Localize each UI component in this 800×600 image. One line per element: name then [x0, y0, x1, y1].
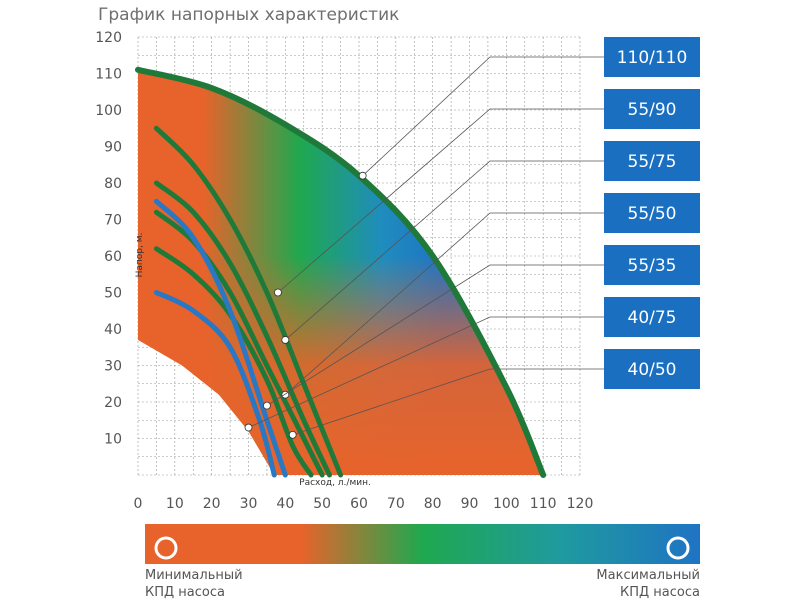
y-tick-label: 30 — [104, 359, 122, 375]
legend-box-55-35 — [604, 245, 700, 285]
pump-curves — [135, 66, 547, 478]
axis-ticks: 0 10 20 30 40 50 60 70 80 90 100 110 120 10 20 30 40 50 60… — [95, 30, 593, 512]
series-curve-55-90 — [153, 125, 344, 478]
series-curve-55-75 — [153, 180, 332, 478]
legend-label-40-50: 40/50 — [628, 360, 677, 380]
x-tick-label: 90 — [461, 496, 479, 512]
max-efficiency-label-1: Максимальный — [596, 568, 700, 583]
x-tick-label: 60 — [350, 496, 368, 512]
min-efficiency-label-1: Минимальный — [145, 568, 243, 583]
x-tick-label: 10 — [166, 496, 184, 512]
y-tick-label: 40 — [104, 322, 122, 338]
x-tick-label: 110 — [530, 496, 557, 512]
legend-label-55-50: 55/50 — [628, 204, 677, 224]
legend: 110/110 55/90 55/75 55/50 55/35 40/75 40/50 — [604, 37, 700, 389]
x-tick-label: 70 — [387, 496, 405, 512]
series-curve-40-75 — [153, 198, 288, 478]
legend-label-40-75: 40/75 — [628, 308, 677, 328]
callout-point-55-90 — [274, 288, 282, 297]
x-tick-label: 80 — [424, 496, 442, 512]
legend-box-110-110 — [604, 37, 700, 77]
y-tick-label: 10 — [104, 432, 122, 448]
max-efficiency-label-2: КПД насоса — [620, 585, 700, 600]
legend-label-55-75: 55/75 — [628, 152, 677, 172]
callout-line-55-75 — [285, 160, 604, 341]
y-tick-label: 120 — [95, 30, 122, 46]
x-tick-label: 20 — [203, 496, 221, 512]
legend-box-55-50 — [604, 193, 700, 233]
y-tick-label: 50 — [104, 286, 122, 302]
x-axis-label: Расход, л./мин. — [299, 478, 371, 488]
x-tick-label: 120 — [567, 496, 594, 512]
max-efficiency-marker — [666, 536, 690, 560]
callout-point-110-110 — [358, 171, 367, 180]
callout-line-55-90 — [277, 108, 604, 293]
legend-label-55-35: 55/35 — [628, 256, 677, 276]
min-efficiency-label-2: КПД насоса — [145, 585, 225, 600]
callout-line-55-35 — [266, 264, 604, 406]
x-tick-label: 30 — [240, 496, 258, 512]
min-efficiency-marker — [154, 536, 178, 560]
y-tick-label: 80 — [104, 176, 122, 192]
callout-point-40-50 — [288, 430, 297, 439]
callout-point-40-75 — [244, 423, 253, 432]
x-tick-label: 100 — [493, 496, 520, 512]
y-tick-label: 100 — [95, 103, 122, 119]
x-tick-label: 50 — [313, 496, 331, 512]
efficiency-scale: Минимальный КПД насоса Максимальный КПД … — [145, 524, 700, 600]
callout-line-40-50 — [292, 368, 604, 436]
callout-line-40-75 — [248, 316, 604, 428]
y-axis-label: Напор, м. — [135, 233, 145, 278]
chart-title: График напорных характеристик — [98, 5, 399, 25]
x-tick-label: 0 — [134, 496, 143, 512]
callout-line-55-50 — [285, 212, 604, 395]
series-curve-110-110 — [135, 66, 547, 478]
y-tick-label: 60 — [104, 249, 122, 265]
x-tick-label: 40 — [276, 496, 294, 512]
callout-point-55-35 — [263, 401, 271, 410]
callout-point-55-75 — [281, 336, 290, 344]
legend-box-55-75 — [604, 141, 700, 181]
efficiency-gradient-bar — [145, 524, 700, 564]
y-tick-label: 70 — [104, 213, 122, 229]
y-tick-label: 90 — [104, 140, 122, 156]
legend-box-55-90 — [604, 89, 700, 129]
legend-label-55-90: 55/90 — [628, 100, 677, 120]
callout-lines — [244, 56, 604, 439]
y-tick-label: 110 — [95, 67, 122, 83]
legend-label-110-110: 110/110 — [617, 48, 688, 68]
callout-line-110-110 — [362, 56, 604, 176]
legend-box-40-50 — [604, 349, 700, 389]
series-curve-55-35 — [153, 246, 314, 478]
series-curve-40-50 — [153, 290, 277, 478]
y-tick-label: 20 — [104, 395, 122, 411]
legend-box-40-75 — [604, 297, 700, 337]
